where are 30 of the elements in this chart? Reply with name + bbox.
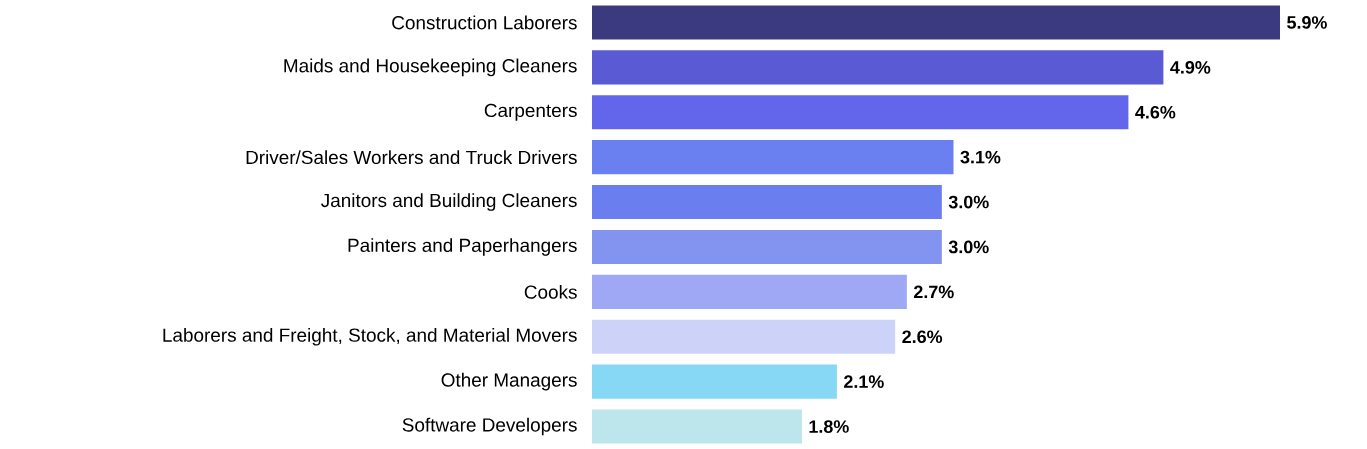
data-label: 3.1% (960, 150, 1001, 164)
bar (592, 184, 942, 220)
y-tick-label: Laborers and Freight, Stock, and Material Movers (163, 327, 577, 346)
data-label: 5.9% (1287, 16, 1327, 29)
data-label: 3.0% (948, 240, 989, 254)
bar (592, 229, 942, 265)
bar (592, 95, 1129, 130)
data-label: 2.1% (844, 375, 884, 388)
data-label: 4.9% (1170, 60, 1211, 74)
y-tick-label: Maids and Housekeeping Cleaners (284, 58, 577, 77)
y-tick-label: Cooks (524, 284, 577, 299)
y-tick-label: Driver/Sales Workers and Truck Drivers (246, 150, 577, 165)
bar (592, 140, 954, 175)
y-tick-label: Construction Laborers (392, 15, 577, 30)
data-label: 2.6% (902, 330, 943, 344)
y-tick-label: Software Developers (402, 417, 577, 436)
bar (592, 409, 802, 444)
data-label: 2.7% (913, 285, 954, 299)
bar (592, 364, 837, 399)
y-tick-label: Janitors and Building Cleaners (321, 193, 577, 211)
bar (592, 274, 907, 309)
data-label: 3.0% (948, 195, 989, 209)
bar (592, 5, 1281, 40)
bar (592, 319, 896, 354)
y-tick-label: Other Managers (441, 372, 577, 391)
data-label: 1.8% (809, 420, 849, 433)
y-tick-label: Carpenters (484, 103, 577, 121)
data-label: 4.6% (1135, 105, 1176, 119)
y-tick-label: Painters and Paperhangers (348, 238, 577, 256)
bar (592, 50, 1164, 85)
